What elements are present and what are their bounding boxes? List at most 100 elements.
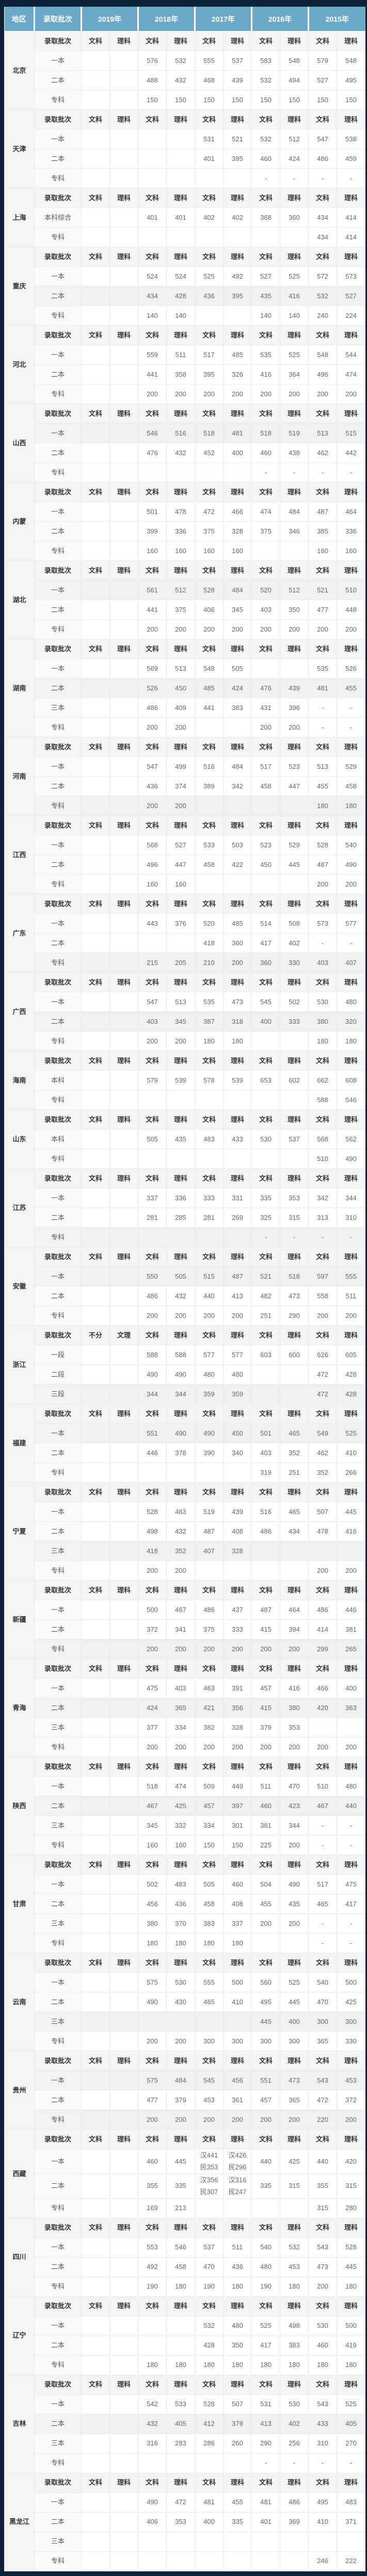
score-cell: 352 (308, 1462, 337, 1483)
batch-label: 二本 (34, 286, 82, 306)
score-cell: 389 (195, 776, 224, 796)
batch-label: 二本 (34, 1992, 82, 2012)
score-cell: 480 (337, 1776, 365, 1796)
score-cell (81, 658, 110, 679)
score-cell: 440 (337, 1796, 365, 1816)
subject-header: 文科 (251, 894, 280, 914)
score-cell: 266 (337, 1462, 365, 1483)
score-row: 一本 443 376 520 485 514 508 573 577 (5, 913, 365, 933)
province-name: 安徽 (4, 1247, 35, 1326)
batch-label: 二本 (34, 1796, 82, 1816)
score-cell: 286 (195, 2433, 224, 2454)
subject-header: 文科 (251, 2472, 280, 2493)
score-cell: 417 (251, 933, 280, 953)
score-cell (109, 1129, 138, 1149)
subject-header: 文科 (251, 325, 280, 345)
batch-label: 一本 (34, 423, 82, 443)
score-cell: - (308, 168, 337, 188)
province-subheader-row: 重庆 录取批次 文科 理科 文科 理科 文科 理科 文科 理科 文科 理科 (4, 247, 365, 326)
score-cell: 200 (308, 1560, 337, 1581)
subject-header: 理科 (166, 815, 195, 835)
score-cell: 310 (308, 2433, 337, 2454)
score-cell: 525 (251, 2315, 280, 2336)
province-name: 四川 (4, 2217, 35, 2297)
score-cell: 474 (251, 502, 280, 522)
score-cell: 400 (223, 443, 252, 463)
score-cell: 455 (251, 1894, 280, 1914)
subject-header: 理科 (337, 1482, 365, 1502)
score-cell: 350 (280, 600, 309, 620)
subject-header: 文科 (251, 815, 280, 835)
batch-label: 一本 (34, 913, 82, 933)
score-cell: 450 (223, 1423, 252, 1443)
score-cell: 422 (223, 855, 252, 875)
subheader-batch-label: 录取批次 (34, 1757, 82, 1777)
subject-header: 理科 (223, 1482, 252, 1502)
subject-header: 理科 (109, 325, 138, 345)
score-cell: 525 (337, 2394, 365, 2414)
score-row: 二段 490 490 480 480 472 428 (5, 1364, 365, 1384)
score-cell: 140 (166, 305, 195, 326)
score-cell: 251 (280, 1462, 309, 1483)
score-cell (138, 129, 167, 149)
score-cell: 200 (166, 1560, 195, 1581)
score-cell (81, 1208, 110, 1228)
batch-label: 一本 (34, 1600, 82, 1620)
score-cell (109, 1717, 138, 1737)
score-row: 专科 200 200 200 200 (5, 1560, 365, 1581)
score-cell: 160 (138, 541, 167, 561)
subheader-batch-label: 录取批次 (34, 972, 82, 992)
score-cell: 539 (223, 1070, 252, 1090)
batch-label: 一本 (34, 835, 82, 855)
score-cell: 420 (308, 1698, 337, 1718)
score-cell: 256 (280, 2433, 309, 2454)
score-cell: 180 (223, 2355, 252, 2375)
year-header: 2015年 (308, 7, 365, 31)
score-cell: 270 (337, 2433, 365, 2454)
score-cell (195, 796, 224, 816)
score-cell: 485 (223, 913, 252, 933)
score-cell: 200 (223, 2110, 252, 2130)
score-cell: 200 (337, 619, 365, 639)
subject-header: 理科 (337, 1325, 365, 1345)
score-cell (109, 1286, 138, 1306)
score-cell: 403 (251, 1443, 280, 1463)
province-name: 吉林 (4, 2374, 35, 2473)
score-cell: 425 (337, 1992, 365, 2012)
batch-label: 三本 (34, 2011, 82, 2032)
score-cell: 380 (138, 1913, 167, 1934)
score-cell: 352 (280, 1443, 309, 1463)
score-cell (81, 1090, 110, 1110)
score-cell (166, 129, 195, 149)
score-cell: 511 (337, 1286, 365, 1306)
score-row: 二本 355 335 汉356 民307 汉316 民247 335 315 355 315 (5, 2173, 365, 2199)
score-cell: 490 (195, 1423, 224, 1443)
score-cell (251, 658, 280, 679)
score-cell: 251 (251, 1306, 280, 1326)
score-row: 专科 180 180 180 180 180 180 180 180 (5, 2355, 365, 2375)
score-cell: 473 (280, 1286, 309, 1306)
score-cell: 516 (195, 756, 224, 777)
score-cell: 530 (166, 1972, 195, 1992)
score-cell (109, 2173, 138, 2199)
batch-label: 专科 (34, 1031, 82, 1051)
score-row: 一本 531 521 532 512 547 538 (5, 129, 365, 149)
subject-header: 文科 (81, 1404, 110, 1424)
subject-header: 文科 (251, 109, 280, 130)
subject-header: 理科 (280, 1247, 309, 1267)
province-subheader-row: 陕西 录取批次 文科 理科 文科 理科 文科 理科 文科 理科 文科 理科 (4, 1757, 365, 1855)
score-cell: 358 (166, 364, 195, 384)
score-cell (223, 717, 252, 737)
subject-header: 文科 (308, 1051, 337, 1071)
score-cell (223, 2453, 252, 2473)
score-cell: 325 (251, 1208, 280, 1228)
score-cell: 490 (166, 1423, 195, 1443)
province-subheader-row: 天津 录取批次 文科 理科 文科 理科 文科 理科 文科 理科 文科 理科 (4, 109, 365, 188)
score-cell: 407 (195, 1541, 224, 1561)
subject-header: 文科 (81, 639, 110, 659)
score-row: 二本 424 365 421 356 415 380 420 363 (5, 1698, 365, 1718)
score-cell: 525 (280, 1972, 309, 1992)
score-cell: 355 (138, 2173, 167, 2199)
subject-header: 理科 (337, 2374, 365, 2395)
score-cell: 490 (138, 1992, 167, 2012)
